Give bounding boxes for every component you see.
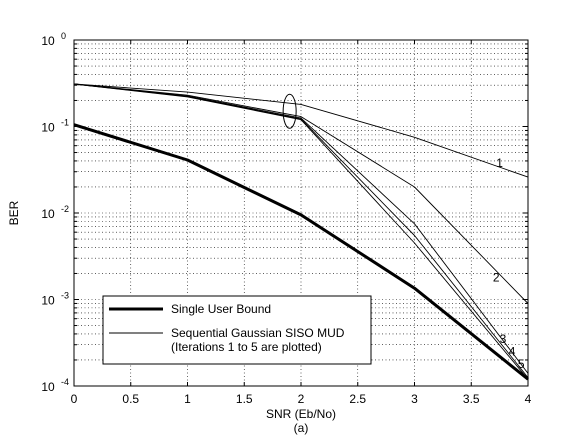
x-tick-label: 4 bbox=[525, 392, 532, 406]
x-tick-label: 0.5 bbox=[122, 392, 139, 406]
x-tick-label: 3.5 bbox=[463, 392, 480, 406]
series-line-iteration-5 bbox=[73, 83, 529, 380]
curve-label-3: 3 bbox=[500, 332, 507, 346]
legend: Single User Bound Sequential Gaussian SIS… bbox=[102, 295, 372, 365]
x-tick-label: 1.5 bbox=[236, 392, 253, 406]
legend-label-1: Single User Bound bbox=[171, 302, 271, 316]
series-line-iteration-2 bbox=[73, 83, 529, 304]
iteration-group-ellipse bbox=[282, 93, 297, 129]
figure-caption: (a) bbox=[294, 421, 309, 435]
series-line-iteration-1 bbox=[73, 83, 529, 178]
y-tick-exponent: -4 bbox=[61, 377, 69, 387]
series-line-single-user-bound bbox=[73, 123, 529, 381]
x-tick-label: 2.5 bbox=[349, 392, 366, 406]
y-axis-label: BER bbox=[7, 200, 21, 225]
curve-label-1: 1 bbox=[496, 156, 503, 170]
x-tick-label: 2 bbox=[298, 392, 305, 406]
y-tick-exponent: -2 bbox=[61, 204, 69, 214]
series-layer bbox=[73, 83, 529, 381]
y-tick-label: 10 bbox=[41, 121, 55, 135]
legend-label-2: (Iterations 1 to 5 are plotted) bbox=[171, 340, 322, 354]
annotation-layer: 1 2 345 bbox=[282, 93, 525, 371]
x-tick-label: 1 bbox=[184, 392, 191, 406]
curve-label-4: 4 bbox=[509, 345, 516, 359]
y-tick-exponent: 0 bbox=[61, 31, 66, 41]
curve-label-2: 2 bbox=[493, 270, 500, 284]
x-tick-label: 3 bbox=[411, 392, 418, 406]
legend-box bbox=[102, 295, 372, 365]
y-tick-label: 10 bbox=[41, 34, 55, 48]
y-tick-label: 10 bbox=[41, 294, 55, 308]
grid bbox=[74, 40, 528, 386]
x-tick-label: 0 bbox=[71, 392, 78, 406]
legend-label-2: Sequential Gaussian SISO MUD bbox=[171, 326, 345, 340]
y-tick-exponent: -3 bbox=[61, 291, 69, 301]
y-tick-label: 10 bbox=[41, 380, 55, 394]
curve-label-5: 5 bbox=[518, 357, 525, 371]
y-tick-exponent: -1 bbox=[61, 118, 69, 128]
y-tick-label: 10 bbox=[41, 207, 55, 221]
axis-ticks: 0 0.5 1 1.5 2 2.5 3 3.5 4 10 -4 10 -3 10 -2 10 -1 10 0 bbox=[41, 31, 531, 406]
x-axis-label: SNR (Eb/No) bbox=[266, 407, 336, 421]
